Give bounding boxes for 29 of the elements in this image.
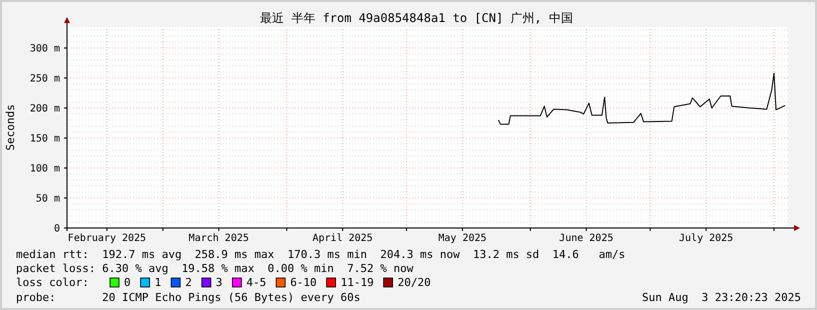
- text: median rtt: 192.7 ms avg 258.9 ms max 170.3 ms min 204.3 ms now 13.2 ms sd 14.6 am/s: [16, 248, 626, 261]
- text: probe: 20 ICMP Echo Pings (56 Bytes) every 60s: [16, 291, 360, 304]
- legend-label: 3: [216, 276, 222, 289]
- y-tick-label: 300 m: [30, 44, 60, 54]
- y-tick-label: 100 m: [30, 164, 60, 174]
- text: Sun Aug 3 23:20:23 2025: [642, 291, 801, 304]
- y-tick-label: 0: [54, 224, 60, 234]
- x-tick-label: April 2025: [312, 233, 373, 244]
- legend-label: 2: [185, 276, 192, 289]
- x-tick-label: March 2025: [188, 233, 249, 244]
- x-tick-label: May 2025: [438, 233, 487, 244]
- legend-label: 6-10: [290, 276, 317, 289]
- line-series: [498, 72, 786, 125]
- chart-title: 最近 半年 from 49a0854848a1 to [CN] 广州, 中国: [260, 11, 573, 25]
- legend-label: 1: [154, 276, 162, 289]
- legend-label: 4-5: [246, 276, 266, 289]
- text: packet loss: 6.30 % avg 19.58 % max 0.00 % min 7.52 % now: [16, 262, 414, 275]
- x-tick-label: July 2025: [679, 233, 734, 244]
- legend-label: 0: [124, 276, 131, 289]
- y-tick-label: 200 m: [30, 104, 60, 114]
- y-tick-label: 150 m: [30, 134, 60, 144]
- legend-label: 20/20: [398, 276, 431, 289]
- y-tick-label: 250 m: [30, 74, 60, 84]
- x-tick-label: February 2025: [68, 233, 146, 244]
- y-tick-label: 50 m: [36, 194, 60, 204]
- legend-label: 11-19: [340, 276, 374, 289]
- y-axis-title: Seconds: [4, 104, 17, 151]
- x-tick-label: June 2025: [559, 233, 614, 244]
- text: loss color:: [16, 276, 89, 289]
